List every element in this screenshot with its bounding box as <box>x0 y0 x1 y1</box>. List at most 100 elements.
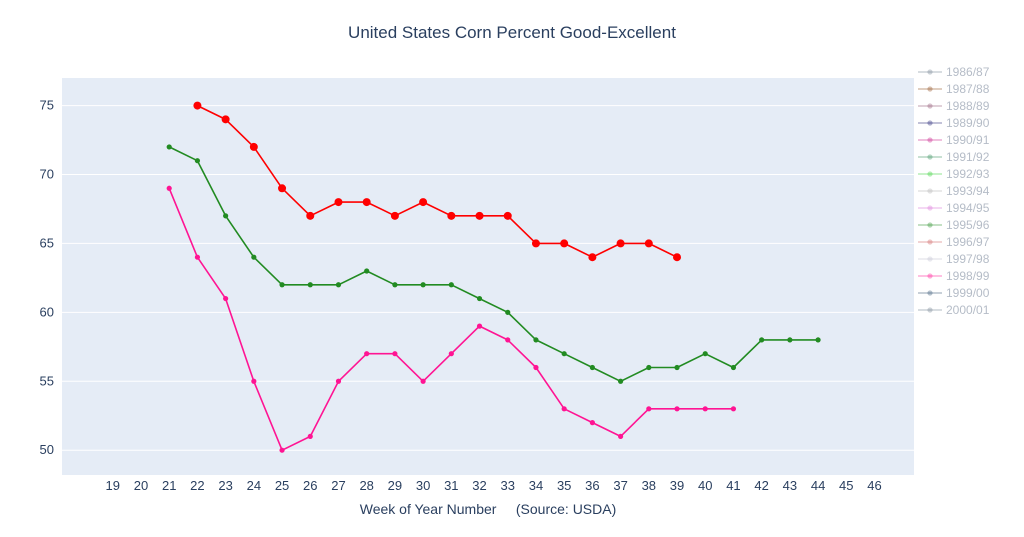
legend-marker-icon <box>927 256 933 262</box>
data-point[interactable] <box>223 213 229 219</box>
data-point[interactable] <box>475 211 484 220</box>
data-point[interactable] <box>531 239 540 248</box>
legend-item[interactable]: 1986/87 <box>918 65 990 79</box>
series-line[interactable] <box>168 146 819 383</box>
legend-item[interactable]: 1995/96 <box>918 218 990 232</box>
data-point[interactable] <box>730 406 737 412</box>
legend-item[interactable]: 2000/01 <box>918 303 990 317</box>
data-point[interactable] <box>588 253 597 262</box>
legend[interactable]: 1986/87 1987/88 1988/89 1989/90 1990/91 1991/… <box>918 65 990 317</box>
data-point[interactable] <box>335 378 342 384</box>
data-point[interactable] <box>702 406 708 412</box>
data-point[interactable] <box>279 282 285 288</box>
data-point[interactable] <box>279 447 285 453</box>
data-point[interactable] <box>505 309 511 315</box>
series-3[interactable] <box>166 185 737 453</box>
data-point[interactable] <box>448 282 454 288</box>
data-point[interactable] <box>673 253 682 262</box>
data-point[interactable] <box>392 351 398 357</box>
data-point[interactable] <box>306 211 315 220</box>
data-point[interactable] <box>505 337 511 343</box>
data-point[interactable] <box>392 282 398 288</box>
data-point[interactable] <box>616 239 625 248</box>
legend-label: 1990/91 <box>946 133 990 147</box>
data-point[interactable] <box>561 351 567 357</box>
data-point[interactable] <box>447 211 456 220</box>
legend-item[interactable]: 1996/97 <box>918 235 990 249</box>
plot-area[interactable] <box>62 78 914 475</box>
x-tick-label: 30 <box>416 478 430 493</box>
data-point[interactable] <box>251 378 257 384</box>
data-point[interactable] <box>166 185 172 191</box>
data-point[interactable] <box>364 351 370 357</box>
x-tick-label: 26 <box>303 478 317 493</box>
series-2[interactable] <box>166 144 821 384</box>
x-tick-label: 35 <box>557 478 571 493</box>
data-point[interactable] <box>251 254 257 260</box>
data-point[interactable] <box>166 144 172 150</box>
legend-label: 1999/00 <box>946 286 990 300</box>
data-point[interactable] <box>646 364 652 371</box>
data-point[interactable] <box>307 282 313 288</box>
data-point[interactable] <box>644 239 653 248</box>
legend-item[interactable]: 1988/89 <box>918 99 990 113</box>
data-point[interactable] <box>307 433 313 440</box>
data-point[interactable] <box>617 433 624 440</box>
data-point[interactable] <box>448 351 454 357</box>
legend-label: 1996/97 <box>946 235 990 249</box>
legend-marker-icon <box>927 120 933 126</box>
data-point[interactable] <box>221 115 230 124</box>
legend-item[interactable]: 1987/88 <box>918 82 990 96</box>
data-point[interactable] <box>362 198 371 207</box>
data-point[interactable] <box>503 211 512 220</box>
data-point[interactable] <box>193 101 202 110</box>
legend-label: 2000/01 <box>946 303 990 317</box>
data-point[interactable] <box>560 239 569 248</box>
data-point[interactable] <box>194 158 201 164</box>
legend-item[interactable]: 1991/92 <box>918 150 990 164</box>
legend-marker-icon <box>927 171 933 177</box>
x-tick-label: 40 <box>698 478 712 493</box>
data-point[interactable] <box>787 337 793 343</box>
x-tick-label: 29 <box>388 478 402 493</box>
legend-item[interactable]: 1992/93 <box>918 167 990 181</box>
data-point[interactable] <box>533 337 539 343</box>
data-point[interactable] <box>364 268 370 274</box>
data-point[interactable] <box>420 378 426 384</box>
data-point[interactable] <box>278 184 287 193</box>
legend-item[interactable]: 1990/91 <box>918 133 990 147</box>
data-point[interactable] <box>249 142 258 151</box>
legend-item[interactable]: 1999/00 <box>918 286 990 300</box>
data-point[interactable] <box>223 295 229 302</box>
data-point[interactable] <box>730 364 737 371</box>
legend-label: 1986/87 <box>946 65 990 79</box>
data-point[interactable] <box>476 295 483 302</box>
data-point[interactable] <box>815 337 821 343</box>
data-point[interactable] <box>702 351 708 357</box>
data-point[interactable] <box>759 337 765 343</box>
legend-item[interactable]: 1997/98 <box>918 252 990 266</box>
data-point[interactable] <box>420 282 426 288</box>
data-point[interactable] <box>589 420 595 426</box>
legend-item[interactable]: 1998/99 <box>918 269 990 283</box>
x-tick-label: 23 <box>218 478 232 493</box>
data-point[interactable] <box>617 378 624 384</box>
data-point[interactable] <box>194 254 201 260</box>
legend-item[interactable]: 1993/94 <box>918 184 990 198</box>
legend-item[interactable]: 1989/90 <box>918 116 990 130</box>
data-point[interactable] <box>589 364 595 371</box>
data-point[interactable] <box>674 406 680 412</box>
data-point[interactable] <box>390 211 399 220</box>
data-point[interactable] <box>334 198 343 207</box>
data-point[interactable] <box>419 198 428 207</box>
series-1[interactable] <box>193 101 682 262</box>
data-point[interactable] <box>335 282 342 288</box>
data-point[interactable] <box>476 323 483 329</box>
data-point[interactable] <box>674 364 680 371</box>
data-point[interactable] <box>533 364 539 371</box>
x-axis: 19 20 21 22 23 24 25 26 27 28 29 30 31 32 33 34 35 36 37 38… <box>106 478 882 493</box>
data-point[interactable] <box>561 406 567 412</box>
series-line[interactable] <box>197 104 678 259</box>
data-point[interactable] <box>646 406 652 412</box>
legend-item[interactable]: 1994/95 <box>918 201 990 215</box>
